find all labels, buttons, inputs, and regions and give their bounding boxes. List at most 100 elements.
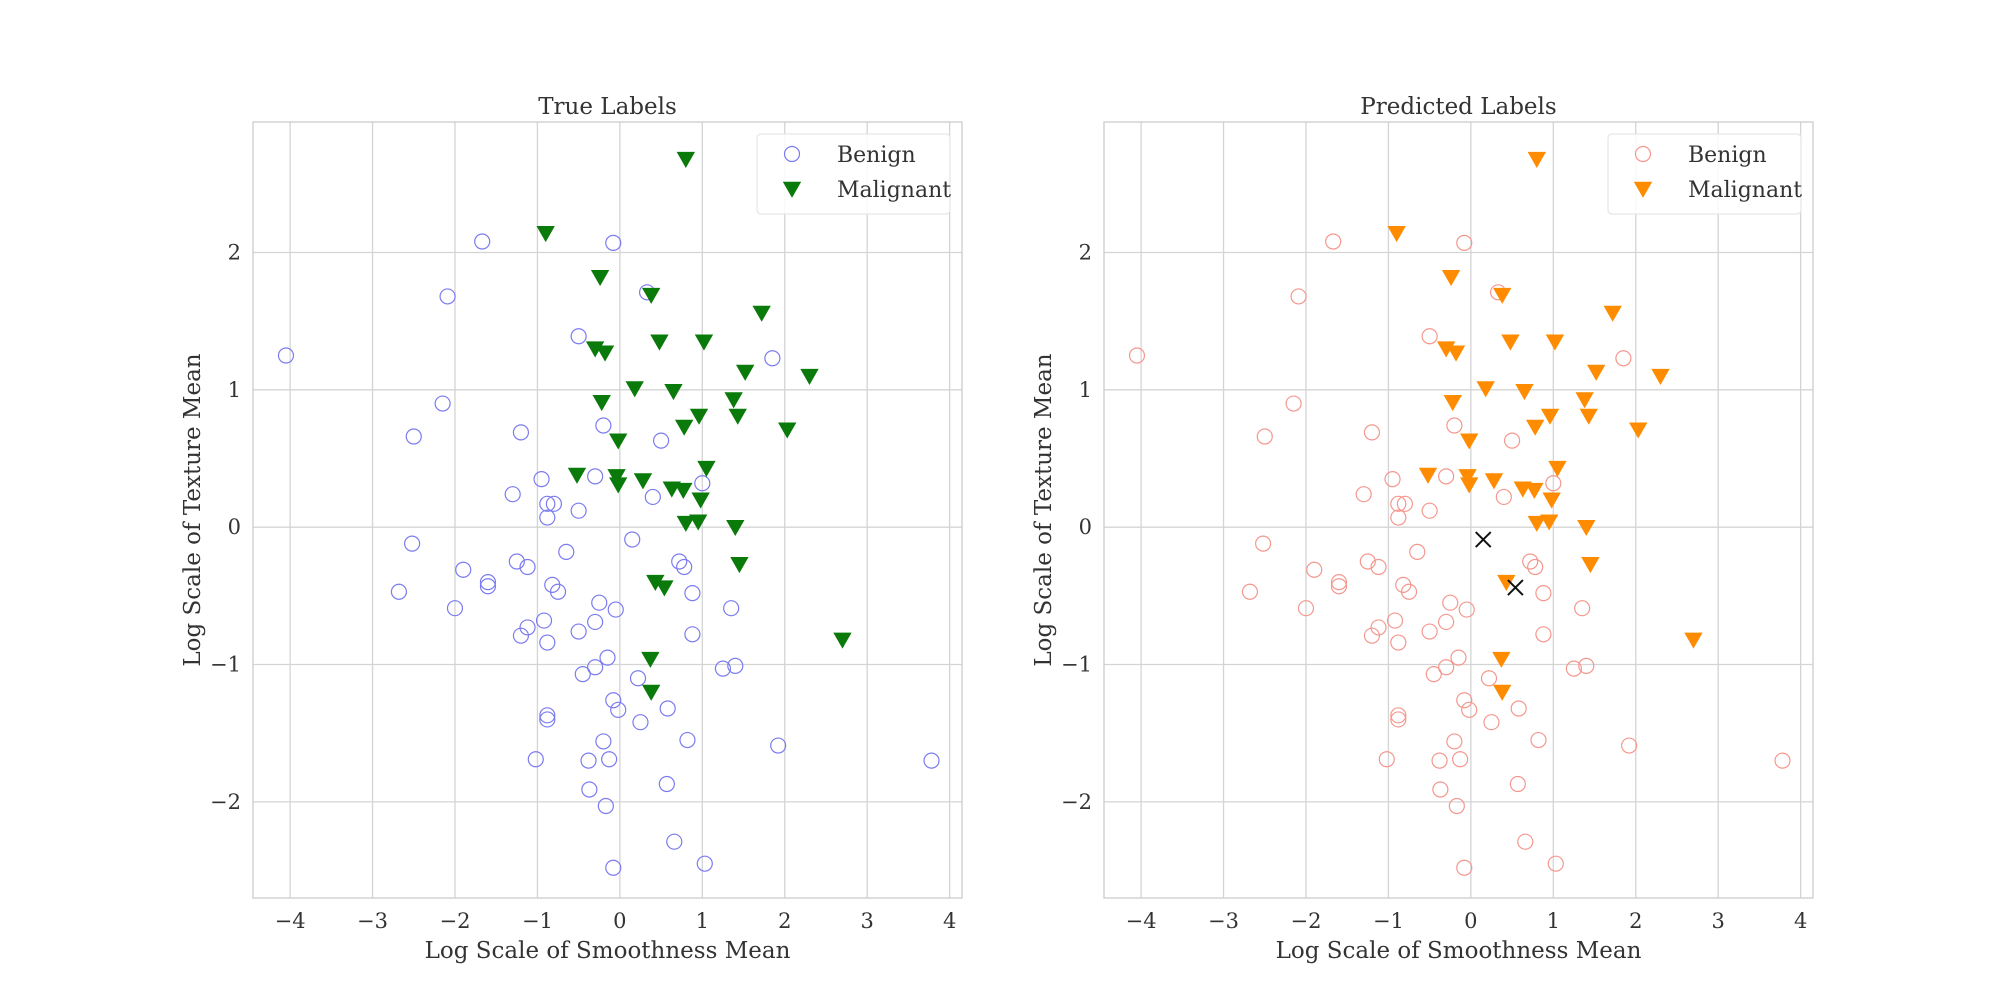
data-point bbox=[1409, 543, 1426, 560]
data-point bbox=[574, 666, 591, 683]
data-point bbox=[1363, 627, 1381, 644]
data-point bbox=[1493, 684, 1512, 701]
data-point bbox=[479, 578, 497, 595]
data-point bbox=[533, 470, 550, 488]
data-point bbox=[1421, 328, 1438, 345]
series-benign bbox=[277, 233, 940, 876]
data-point bbox=[1390, 509, 1407, 526]
data-point bbox=[694, 334, 714, 351]
data-point bbox=[1370, 558, 1387, 576]
y-tick-label: 0 bbox=[1079, 515, 1092, 539]
series-highlight bbox=[1475, 531, 1524, 596]
data-point bbox=[587, 468, 604, 485]
data-point bbox=[655, 580, 674, 597]
data-point bbox=[1480, 670, 1498, 687]
data-point bbox=[800, 368, 819, 385]
y-tick-label: −1 bbox=[1061, 653, 1092, 677]
data-point bbox=[1540, 408, 1560, 425]
legend-box bbox=[1607, 133, 1802, 215]
data-point bbox=[676, 558, 693, 576]
data-point bbox=[1501, 334, 1520, 351]
data-point bbox=[1493, 287, 1512, 304]
data-point bbox=[664, 383, 683, 401]
data-point bbox=[1527, 151, 1547, 168]
data-point bbox=[650, 334, 669, 351]
y-tick-label: 0 bbox=[228, 515, 241, 539]
data-point bbox=[1527, 515, 1547, 532]
data-point bbox=[689, 408, 709, 425]
data-point bbox=[1390, 495, 1407, 512]
x-tick-label: 0 bbox=[613, 909, 626, 933]
x-tick-label: 2 bbox=[1629, 909, 1642, 933]
data-point bbox=[1285, 395, 1302, 412]
x-tick-label: −1 bbox=[522, 909, 553, 933]
data-point bbox=[539, 634, 556, 651]
series-malignant bbox=[536, 151, 852, 701]
data-point bbox=[549, 583, 567, 600]
data-point bbox=[1475, 531, 1492, 548]
data-point bbox=[587, 613, 604, 631]
data-point bbox=[726, 519, 745, 537]
data-point bbox=[1425, 666, 1442, 683]
data-point bbox=[629, 670, 647, 687]
data-point bbox=[696, 855, 713, 872]
chart-panel-2: −4 −3 −2 −1 0 1 2 3 4 −2 −1 0 1 2 Predicted Labels Log … bbox=[1031, 94, 1814, 964]
y-tick-label: 1 bbox=[228, 378, 241, 402]
data-point bbox=[1577, 519, 1596, 537]
data-point bbox=[632, 714, 649, 731]
y-tick-label: −2 bbox=[1061, 790, 1092, 814]
data-point bbox=[570, 328, 587, 345]
data-point bbox=[724, 392, 743, 409]
data-point bbox=[1503, 432, 1521, 449]
data-point bbox=[1359, 553, 1376, 570]
data-point bbox=[1241, 583, 1259, 600]
data-point bbox=[679, 731, 696, 749]
data-point bbox=[599, 649, 616, 666]
data-point bbox=[1128, 347, 1146, 364]
y-tick-label: −1 bbox=[210, 653, 241, 677]
data-point bbox=[1330, 578, 1348, 595]
y-tick-label: 2 bbox=[228, 240, 241, 264]
data-point bbox=[1579, 408, 1598, 425]
data-point bbox=[1461, 701, 1478, 718]
data-point bbox=[439, 288, 456, 305]
data-point bbox=[714, 660, 732, 677]
data-point bbox=[1565, 660, 1583, 677]
data-point bbox=[558, 543, 575, 560]
data-point bbox=[778, 422, 797, 439]
data-point bbox=[730, 557, 749, 574]
data-point bbox=[735, 364, 755, 381]
data-point bbox=[404, 535, 421, 552]
data-point bbox=[605, 234, 622, 251]
x-tick-label: 1 bbox=[1547, 909, 1560, 933]
x-stroke bbox=[1507, 579, 1524, 596]
legend-marker bbox=[783, 145, 801, 163]
data-point bbox=[1578, 657, 1595, 674]
data-point bbox=[1456, 234, 1473, 251]
data-point bbox=[605, 692, 622, 709]
data-point bbox=[764, 350, 781, 367]
chart-title: True Labels bbox=[538, 94, 677, 120]
legend-label: Malignant bbox=[837, 178, 951, 203]
data-point bbox=[1450, 649, 1467, 666]
x-tick-label: 4 bbox=[943, 909, 956, 933]
data-point bbox=[609, 433, 628, 450]
data-point bbox=[676, 151, 696, 168]
data-point bbox=[1509, 775, 1526, 793]
data-point bbox=[587, 659, 604, 676]
data-point bbox=[535, 612, 553, 629]
x-tick-label: −1 bbox=[1373, 909, 1404, 933]
legend: Benign Malignant bbox=[756, 133, 951, 215]
data-point bbox=[1396, 495, 1414, 512]
data-point bbox=[1421, 623, 1438, 640]
data-point bbox=[539, 711, 556, 728]
data-point bbox=[1574, 600, 1591, 617]
data-point bbox=[570, 502, 587, 519]
data-point bbox=[1548, 460, 1567, 477]
data-point bbox=[1483, 714, 1500, 731]
data-point bbox=[658, 775, 675, 793]
data-point bbox=[597, 797, 614, 815]
data-point bbox=[1484, 473, 1504, 490]
data-point bbox=[1432, 781, 1449, 798]
y-tick-label: 2 bbox=[1079, 240, 1092, 264]
